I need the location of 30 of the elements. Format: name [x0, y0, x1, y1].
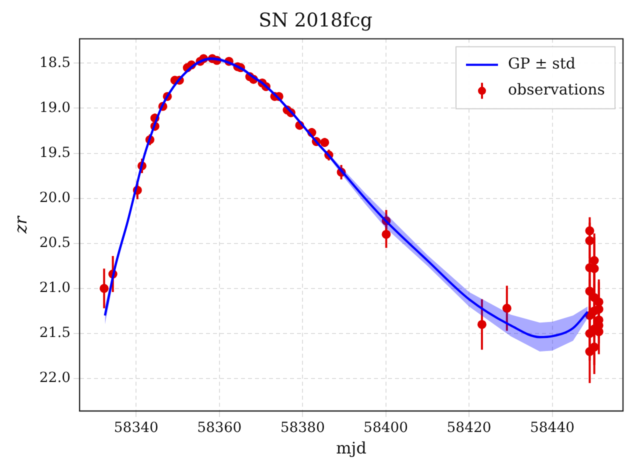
point [590, 256, 599, 265]
point [502, 304, 512, 313]
y-tick-label: 20.0 [39, 190, 71, 206]
y-axis-title: zr [12, 215, 32, 234]
x-tick-label: 58380 [280, 420, 325, 436]
y-tick-label: 19.0 [39, 100, 71, 116]
x-tick-label: 58440 [530, 420, 575, 436]
y-tick-label: 20.5 [39, 235, 71, 252]
chart-title: SN 2018fcg [258, 9, 372, 32]
legend-label: GP ± std [508, 54, 576, 73]
y-tick-label: 19.5 [39, 144, 71, 161]
point [585, 236, 594, 246]
x-tick-label: 58420 [446, 420, 492, 436]
x-axis-title: mjd [336, 438, 366, 458]
point [590, 342, 599, 352]
point [477, 320, 486, 329]
y-tick-label: 22.0 [39, 370, 71, 386]
y-tick-label: 21.0 [39, 280, 71, 296]
point [382, 230, 391, 239]
y-tick-label: 18.5 [39, 54, 71, 71]
point [585, 286, 594, 296]
legend-label: observations [508, 80, 606, 99]
x-tick-label: 58400 [364, 420, 408, 436]
point [320, 138, 330, 147]
point [100, 284, 109, 293]
y-tick-label: 21.5 [39, 325, 71, 342]
point [594, 297, 604, 306]
x-tick-label: 58360 [197, 420, 242, 436]
x-tick-label: 58340 [114, 420, 158, 436]
point [585, 226, 594, 236]
